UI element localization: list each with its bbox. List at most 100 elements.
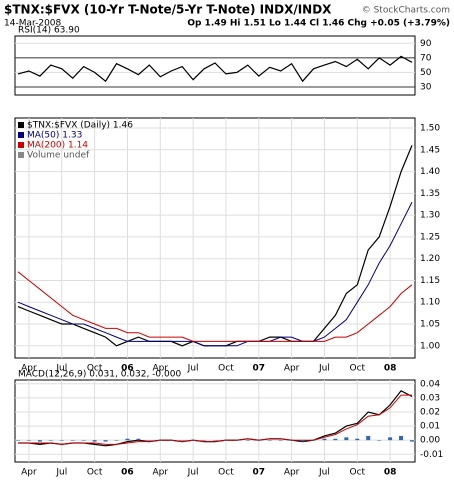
histogram-bar [278,440,283,441]
histogram-bar [48,440,53,441]
histogram-bar [180,440,185,441]
y-tick-label: 0.00 [420,436,440,446]
y-tick-label: 30 [420,82,432,92]
x-tick-label: Apr [152,468,168,478]
y-tick-label: 1.20 [420,254,440,264]
x-tick-label: Oct [349,468,365,478]
x-tick-label: Jul [318,364,330,374]
histogram-bar [399,435,404,441]
panel-title: RSI(14) 63.90 [18,26,80,36]
x-tick-label: Apr [284,364,300,374]
x-tick-label: Apr [21,364,37,374]
x-tick-label: Apr [21,468,37,478]
histogram-bar [388,437,393,441]
histogram-bar [366,435,371,441]
histogram-bar [147,440,152,441]
histogram-bar [333,438,338,441]
y-tick-label: 0.04 [420,379,440,389]
histogram-bar [223,440,228,441]
histogram-bar [355,438,360,441]
histogram-bar [234,440,239,441]
y-tick-label: 1.10 [420,298,440,308]
x-tick-label: Jul [318,468,330,478]
x-tick-label: Jul [187,468,199,478]
histogram-bar [114,440,119,441]
series-line [17,271,413,342]
histogram-bar [103,440,108,442]
x-tick-label: Jul [55,364,67,374]
x-tick-label: Apr [284,468,300,478]
histogram-bar [322,438,327,441]
y-tick-label: 1.15 [420,276,440,286]
histogram-bar [213,440,217,441]
y-tick-label: 0.03 [420,393,440,403]
x-tick-label: 08 [384,468,397,478]
legend-entry: MA(50) 1.33 [27,131,82,141]
x-tick-label: Oct [87,364,103,374]
histogram-bar [16,440,20,441]
legend-entry: MA(200) 1.14 [27,141,88,151]
histogram-bar [125,438,130,441]
quote: Op 1.49 Hi 1.51 Lo 1.44 Cl 1.46 Chg +0.0… [187,19,450,29]
y-tick-label: 70 [420,53,432,63]
y-tick-label: 1.30 [420,211,440,221]
x-tick-label: 08 [384,364,397,374]
x-tick-label: 06 [121,468,134,478]
series-line [17,55,413,83]
histogram-bar [169,440,174,441]
y-tick-label: 0.01 [420,422,440,432]
histogram-bar [377,440,382,441]
panel [14,117,416,359]
histogram-bar [202,440,207,441]
x-tick-label: Jul [187,364,199,374]
histogram-bar [256,440,261,441]
histogram-bar [300,440,305,442]
date: 14-Mar-2008 [4,19,62,29]
x-tick-label: Apr [152,364,168,374]
y-tick-label: 1.45 [420,145,440,155]
y-tick-label: 0.02 [420,407,440,417]
y-tick-label: 90 [420,39,432,49]
histogram-bar [81,440,86,441]
panel [14,35,416,96]
annotation: Volume undef [27,151,90,161]
histogram-bar [245,440,250,441]
y-tick-label: 1.25 [420,232,440,242]
legend-swatch [18,142,24,148]
x-tick-label: Oct [218,364,234,374]
histogram-bar [37,440,42,442]
x-tick-label: Jul [55,468,67,478]
histogram-bar [289,440,294,441]
histogram-bar [59,440,64,441]
legend-swatch [18,132,24,138]
legend-swatch [18,152,24,158]
histogram-bar [344,437,349,441]
histogram-bar [267,440,272,441]
y-tick-label: 1.50 [420,124,440,134]
panel [14,379,416,463]
legend-entry: $TNX:$FVX (Daily) 1.46 [27,121,133,131]
histogram-bar [311,440,316,441]
x-tick-label: 06 [121,364,134,374]
x-tick-label: Oct [349,364,365,374]
y-tick-label: 1.35 [420,189,440,199]
y-tick-label: 1.00 [420,341,440,351]
y-tick-label: 50 [420,68,432,78]
x-tick-label: 07 [253,364,266,374]
y-tick-label: 1.40 [420,167,440,177]
histogram-bar [191,440,196,441]
x-tick-label: Oct [87,468,103,478]
x-tick-label: Oct [218,468,234,478]
legend-swatch [18,122,24,128]
symbol-title: $TNX:$FVX (10-Yr T-Note/5-Yr T-Note) IND… [4,3,332,17]
panel-title: MACD(12,26,9) 0.031, 0.032, -0.000 [18,370,181,380]
series-line [18,394,412,445]
y-tick-label: -0.01 [420,450,443,460]
histogram-bar [70,440,75,441]
histogram-bar [92,440,97,442]
histogram-bar [158,440,163,441]
histogram-bar [136,438,141,441]
series-line [17,201,413,347]
histogram-bar [410,440,414,442]
